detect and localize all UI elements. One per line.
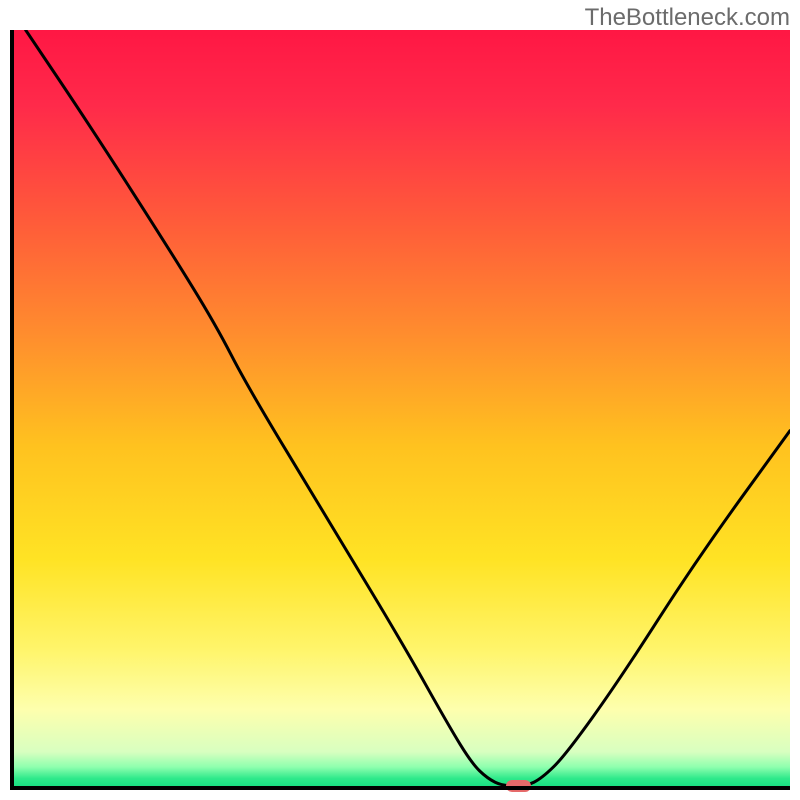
bottleneck-curve xyxy=(14,30,790,786)
y-axis xyxy=(10,30,14,790)
plot-area xyxy=(14,30,790,786)
watermark-text: TheBottleneck.com xyxy=(585,4,790,32)
bottleneck-chart: TheBottleneck.com xyxy=(0,0,800,800)
x-axis xyxy=(10,786,790,790)
